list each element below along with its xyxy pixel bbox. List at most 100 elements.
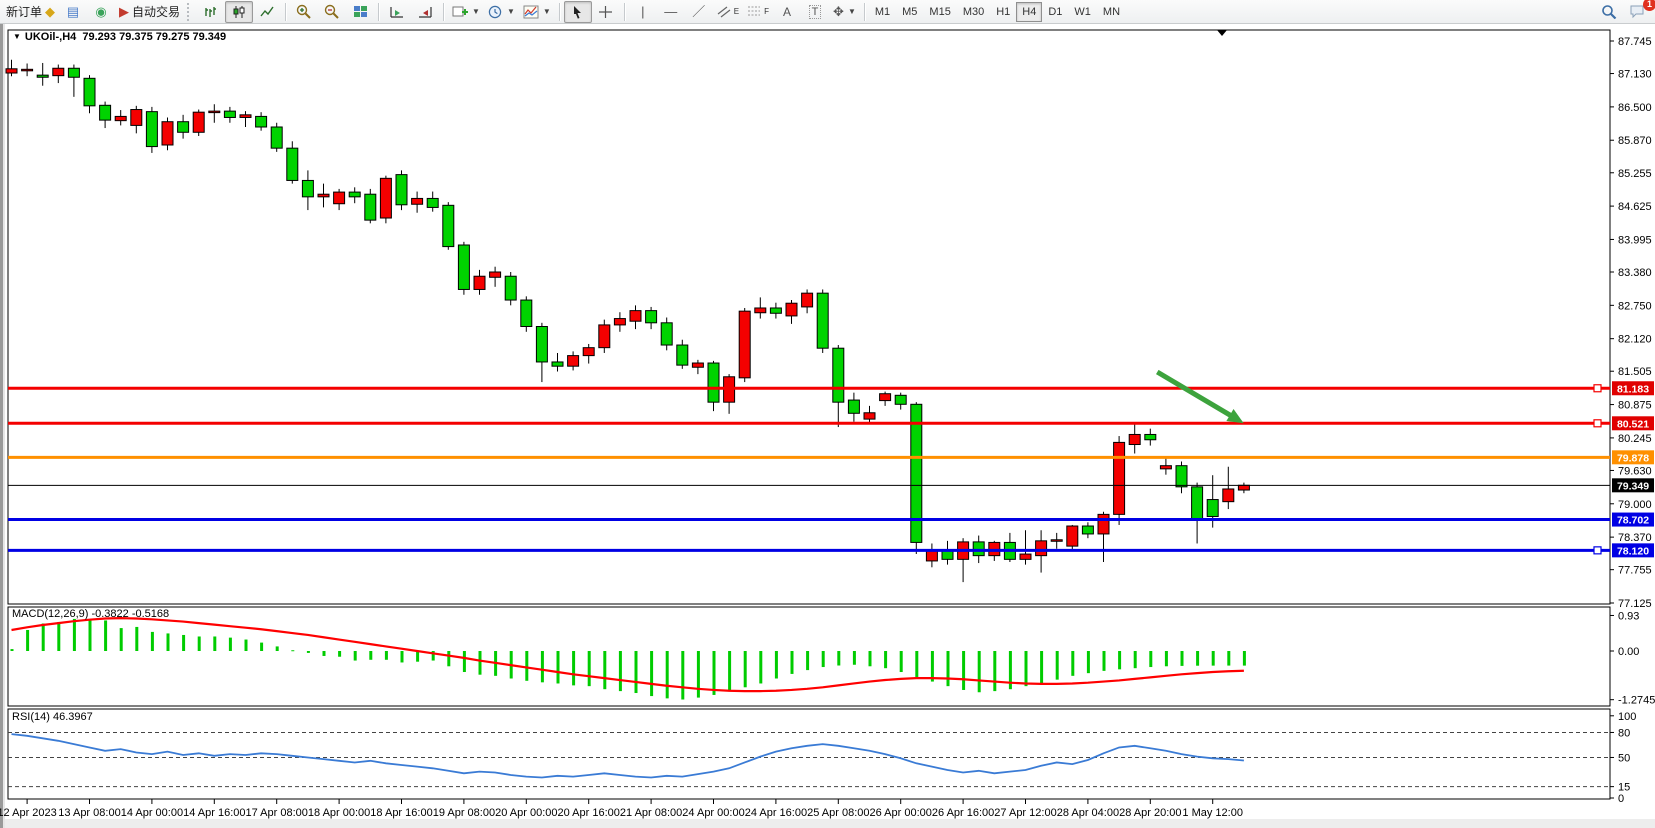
channel-tool-label: E [733, 7, 740, 16]
timeframe-M5[interactable]: M5 [902, 5, 918, 18]
chevron-down-icon: ▼ [506, 7, 515, 16]
indicators-button[interactable]: ▼ [519, 1, 555, 23]
macd-histogram-bar [431, 651, 435, 661]
time-axis-label[interactable]: 18 Apr 16:00 [370, 807, 432, 819]
line-anchor-handle[interactable] [1593, 384, 1602, 393]
line-anchor-handle[interactable] [1593, 419, 1602, 428]
macd-histogram-bar [650, 651, 654, 697]
timeframe-M15[interactable]: M15 [929, 5, 951, 18]
timeframe-MN[interactable]: MN [1102, 5, 1121, 18]
ohlc-values: 79.293 79.375 79.275 79.349 [82, 31, 227, 43]
crosshair-tool-button[interactable] [592, 1, 620, 23]
chevron-down-icon: ▼ [472, 7, 480, 16]
macd-histogram-bar [852, 651, 856, 665]
timeframe-M30[interactable]: M30 [962, 5, 985, 18]
time-axis-label[interactable]: 13 Apr 08:00 [58, 807, 120, 819]
macd-histogram-bar [306, 651, 310, 653]
time-axis-label[interactable]: 1 May 12:00 [1182, 807, 1243, 819]
timeframe-W1[interactable]: W1 [1074, 5, 1091, 18]
auto-scroll-button[interactable] [383, 1, 411, 23]
candlestick-chart-button[interactable] [225, 0, 254, 23]
bear-candle [286, 147, 299, 181]
bull-candle [192, 111, 205, 133]
time-axis-label[interactable]: 21 Apr 08:00 [620, 807, 682, 819]
search-button[interactable] [1595, 1, 1623, 23]
vertical-line-tool-button[interactable]: | [629, 1, 657, 23]
bear-candle [551, 361, 564, 367]
new-chart-button[interactable]: ▼ [448, 1, 484, 23]
time-axis-label[interactable]: 26 Apr 00:00 [870, 807, 932, 819]
zoom-out-button[interactable] [318, 1, 346, 23]
bull-candle [5, 68, 18, 74]
horizontal-line-tool-button[interactable]: — [657, 1, 685, 23]
auto-trading-button[interactable]: ▶ 自动交易 [115, 1, 184, 23]
time-axis-label[interactable]: 19 Apr 08:00 [433, 807, 495, 819]
price-tag-label: 79.349 [1617, 480, 1649, 492]
channel-tool-button[interactable]: E [713, 1, 743, 23]
bull-candle [1159, 465, 1172, 470]
macd-histogram-bar [150, 631, 154, 651]
macd-histogram-bar [260, 642, 264, 651]
macd-histogram-bar [26, 629, 30, 651]
main-toolbar: 新订单 ◆ ▤ ◉ ▶ 自动交易 ▼ ▼ [0, 0, 1655, 24]
periods-button[interactable]: ▼ [484, 1, 519, 23]
bull-candle [1128, 433, 1141, 446]
cursor-tool-button[interactable] [563, 0, 592, 23]
time-axis-label[interactable]: 14 Apr 16:00 [183, 807, 245, 819]
time-axis-label[interactable]: 28 Apr 04:00 [1057, 807, 1119, 819]
bull-candle [333, 191, 346, 205]
bear-candle [645, 310, 658, 324]
trend-arrow-head[interactable] [1226, 409, 1244, 424]
time-axis-label[interactable]: 14 Apr 00:00 [121, 807, 183, 819]
bear-candle [426, 197, 439, 208]
timeframe-D1[interactable]: D1 [1048, 5, 1063, 18]
line-chart-button[interactable] [253, 1, 281, 23]
chat-button[interactable]: 1 [1623, 0, 1655, 23]
bear-candle [707, 362, 720, 403]
timeframe-M1[interactable]: M1 [874, 5, 891, 18]
bar-chart-button[interactable] [197, 1, 225, 23]
time-axis-label[interactable]: 27 Apr 12:00 [994, 807, 1056, 819]
time-axis-label[interactable]: 25 Apr 08:00 [807, 807, 869, 819]
timeframe-H1[interactable]: H1 [996, 5, 1011, 18]
macd-histogram-bar [821, 651, 825, 668]
timeframe-H4[interactable]: H4 [1016, 1, 1043, 22]
macd-histogram-bar [88, 620, 92, 651]
macd-histogram-bar [946, 651, 950, 687]
line-anchor-handle[interactable] [1593, 546, 1602, 555]
time-axis-label[interactable]: 24 Apr 16:00 [745, 807, 807, 819]
time-axis-label[interactable]: 24 Apr 00:00 [682, 807, 744, 819]
macd-histogram-bar [416, 651, 420, 662]
macd-histogram-bar [540, 651, 544, 683]
bear-candle [910, 403, 923, 543]
new-chart-icon [452, 6, 469, 16]
tile-windows-button[interactable] [346, 1, 374, 23]
trendline-tool-button[interactable]: ／ [685, 1, 713, 23]
time-axis-label[interactable]: 17 Apr 08:00 [246, 807, 308, 819]
zoom-in-button[interactable] [290, 1, 318, 23]
arrows-tool-button[interactable]: ✥ ▼ [829, 1, 860, 23]
time-axis-label[interactable]: 20 Apr 00:00 [495, 807, 557, 819]
text-tool-button[interactable]: A [773, 1, 801, 23]
ohlc-collapse-icon[interactable]: ▼ [13, 32, 21, 41]
time-axis-label[interactable]: 20 Apr 16:00 [558, 807, 620, 819]
new-order-button[interactable]: 新订单 ◆ [2, 1, 59, 23]
time-axis-label[interactable]: 26 Apr 16:00 [932, 807, 994, 819]
macd-signal-line [11, 617, 1244, 693]
trend-arrow[interactable] [1156, 369, 1233, 419]
chart-shift-marker[interactable] [1217, 30, 1227, 36]
toolbar-separator [378, 2, 380, 21]
time-axis-label[interactable]: 28 Apr 20:00 [1119, 807, 1181, 819]
time-axis-label[interactable]: 12 Apr 2023 [0, 807, 57, 819]
fibonacci-tool-button[interactable]: F [743, 1, 773, 23]
text-label-tool-button[interactable]: T [801, 1, 829, 23]
market-watch-button[interactable]: ▤ [59, 1, 87, 23]
macd-histogram-bar [603, 651, 607, 690]
signals-button[interactable]: ◉ [87, 1, 115, 23]
time-axis-label[interactable]: 18 Apr 00:00 [308, 807, 370, 819]
chart-shift-button[interactable] [411, 1, 439, 23]
crosshair-icon [599, 5, 613, 18]
price-axis-label: 79.000 [1618, 499, 1652, 511]
label-tool-label: T [808, 4, 822, 19]
